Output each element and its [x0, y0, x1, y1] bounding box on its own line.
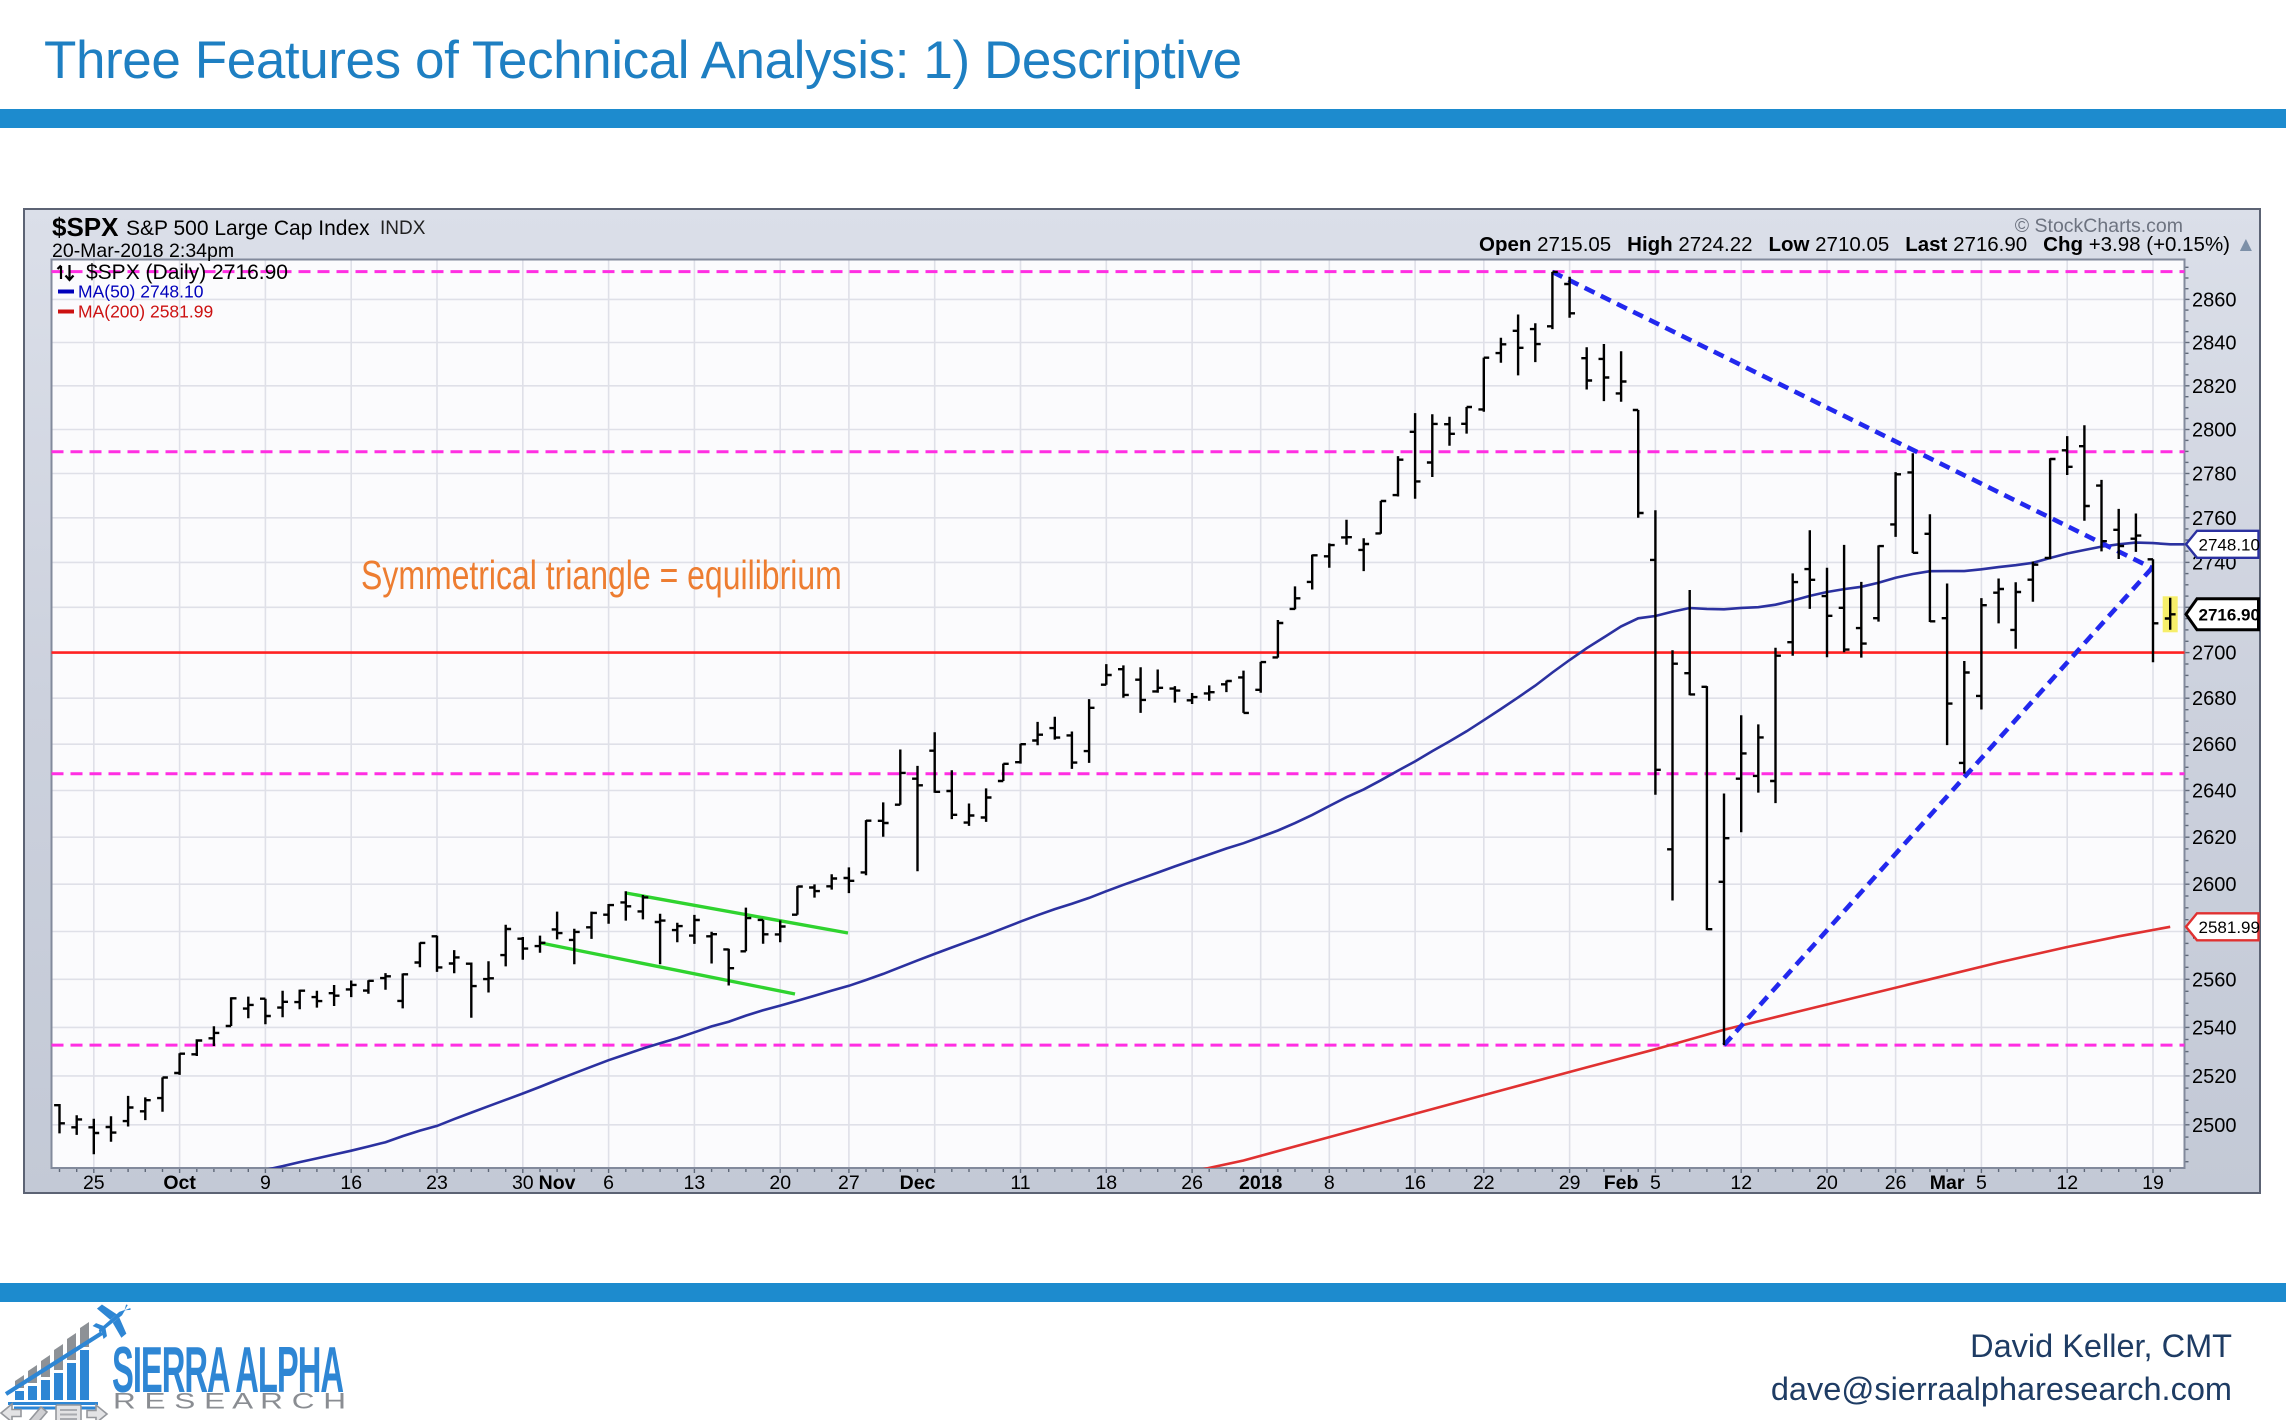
svg-text:27: 27	[838, 1172, 860, 1194]
svg-text:2700: 2700	[2192, 643, 2237, 665]
svg-text:Open 2715.05 High 2724.22 Lo: Open 2715.05 High 2724.22 Low 2710.05 La…	[1479, 233, 2256, 256]
svg-text:26: 26	[1885, 1172, 1907, 1194]
svg-text:2581.99: 2581.99	[2199, 918, 2260, 937]
svg-text:2660: 2660	[2192, 734, 2237, 756]
svg-text:R E S E A R C H: R E S E A R C H	[113, 1389, 346, 1414]
svg-text:19: 19	[2142, 1172, 2164, 1194]
svg-text:2540: 2540	[2192, 1017, 2237, 1039]
svg-text:$SPX (Daily) 2716.90: $SPX (Daily) 2716.90	[86, 261, 288, 284]
svg-text:2820: 2820	[2192, 376, 2237, 398]
svg-text:2860: 2860	[2192, 289, 2237, 311]
svg-text:20-Mar-2018 2:34pm: 20-Mar-2018 2:34pm	[52, 240, 234, 262]
svg-text:$SPX: $SPX	[52, 212, 119, 242]
svg-text:18: 18	[1095, 1172, 1117, 1194]
svg-text:2760: 2760	[2192, 508, 2237, 530]
svg-text:12: 12	[2056, 1172, 2078, 1194]
svg-text:Nov: Nov	[539, 1172, 576, 1194]
svg-text:2018: 2018	[1239, 1172, 1283, 1194]
svg-text:16: 16	[340, 1172, 362, 1194]
svg-text:2520: 2520	[2192, 1066, 2237, 1088]
svg-text:Feb: Feb	[1604, 1172, 1639, 1194]
svg-text:MA(50) 2748.10: MA(50) 2748.10	[78, 282, 204, 302]
svg-text:22: 22	[1473, 1172, 1495, 1194]
svg-text:2620: 2620	[2192, 827, 2237, 849]
svg-text:S&P 500 Large Cap Index: S&P 500 Large Cap Index	[126, 217, 370, 240]
svg-text:13: 13	[684, 1172, 706, 1194]
svg-text:2780: 2780	[2192, 464, 2237, 486]
svg-text:12: 12	[1730, 1172, 1752, 1194]
svg-text:30: 30	[512, 1172, 534, 1194]
svg-text:2800: 2800	[2192, 420, 2237, 442]
svg-text:Mar: Mar	[1930, 1172, 1965, 1194]
svg-text:MA(200) 2581.99: MA(200) 2581.99	[78, 302, 213, 322]
svg-text:5: 5	[1976, 1172, 1987, 1194]
svg-text:20: 20	[1816, 1172, 1838, 1194]
svg-text:26: 26	[1181, 1172, 1203, 1194]
svg-text:25: 25	[83, 1172, 105, 1194]
svg-text:23: 23	[426, 1172, 448, 1194]
svg-text:29: 29	[1559, 1172, 1581, 1194]
svg-text:2840: 2840	[2192, 333, 2237, 355]
svg-text:Oct: Oct	[163, 1172, 196, 1194]
svg-text:2600: 2600	[2192, 874, 2237, 896]
svg-text:9: 9	[260, 1172, 271, 1194]
svg-text:5: 5	[1650, 1172, 1661, 1194]
svg-text:2748.10: 2748.10	[2199, 535, 2260, 554]
svg-text:Dec: Dec	[900, 1172, 936, 1194]
svg-text:INDX: INDX	[380, 218, 426, 239]
svg-text:20: 20	[769, 1172, 791, 1194]
svg-text:6: 6	[603, 1172, 614, 1194]
svg-text:2500: 2500	[2192, 1115, 2237, 1137]
svg-text:11: 11	[1010, 1172, 1030, 1194]
svg-text:8: 8	[1324, 1172, 1335, 1194]
svg-text:16: 16	[1404, 1172, 1426, 1194]
svg-text:2640: 2640	[2192, 781, 2237, 803]
svg-text:2680: 2680	[2192, 688, 2237, 710]
svg-text:2716.90: 2716.90	[2199, 605, 2260, 624]
svg-text:SIERRA ALPHA: SIERRA ALPHA	[112, 1333, 344, 1406]
svg-text:© StockCharts.com: © StockCharts.com	[2015, 215, 2183, 237]
svg-text:2560: 2560	[2192, 969, 2237, 991]
